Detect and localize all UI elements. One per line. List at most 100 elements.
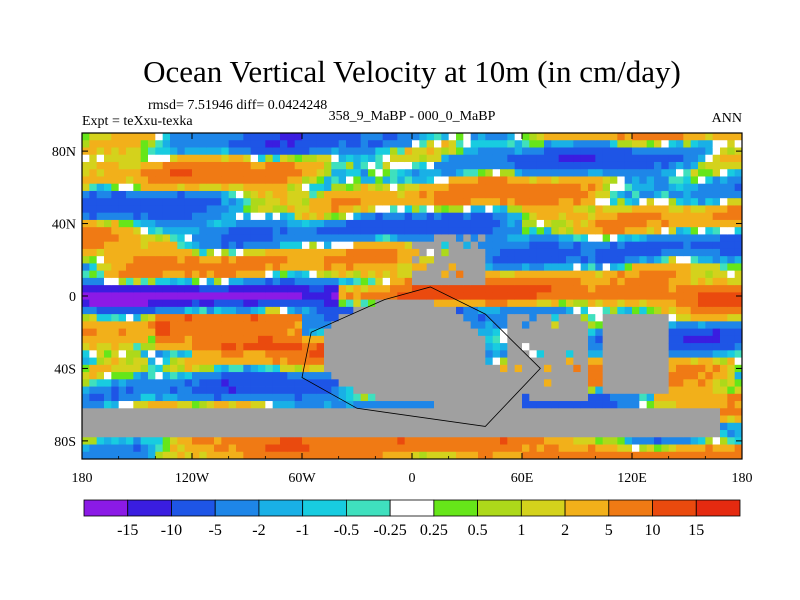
map-cell (221, 270, 230, 279)
map-cell (507, 285, 516, 293)
map-cell (265, 285, 274, 293)
map-cell (580, 176, 589, 185)
map-cell (529, 133, 538, 141)
map-cell (316, 219, 325, 228)
map-cell (133, 285, 142, 293)
map-cell (390, 314, 398, 322)
map-cell (566, 364, 574, 373)
map-cell (492, 234, 501, 243)
map-cell (294, 219, 303, 228)
map-cell (375, 306, 384, 315)
map-cell (280, 248, 288, 257)
map-cell (118, 364, 127, 373)
map-cell (434, 277, 442, 286)
map-cell (639, 299, 648, 308)
map-cell (397, 176, 406, 185)
map-cell (338, 198, 347, 206)
map-cell (184, 212, 193, 221)
map-cell (360, 386, 369, 395)
map-cell (214, 372, 222, 380)
map-cell (404, 198, 413, 206)
map-cell (89, 444, 98, 453)
map-cell (456, 140, 464, 148)
map-cell (456, 299, 464, 308)
map-cell (397, 154, 406, 163)
map-cell (133, 415, 142, 424)
map-cell (683, 183, 692, 192)
map-cell (397, 335, 406, 344)
map-cell (140, 212, 149, 221)
map-cell (243, 321, 252, 329)
map-cell (126, 190, 134, 199)
map-cell (617, 408, 626, 416)
map-cell (426, 176, 435, 185)
map-cell (170, 451, 178, 459)
y-tick-label: 40N (52, 218, 76, 233)
map-cell (177, 379, 186, 387)
map-cell (551, 154, 560, 163)
map-cell (441, 154, 450, 163)
map-cell (243, 393, 252, 402)
map-cell (221, 328, 230, 337)
map-cell (448, 422, 457, 431)
map-cell (133, 314, 142, 322)
map-cell (646, 285, 655, 293)
map-cell (448, 314, 457, 322)
map-cell (551, 133, 560, 141)
map-cell (485, 161, 494, 170)
map-cell (133, 401, 142, 409)
map-cell (375, 256, 384, 264)
map-cell (668, 263, 677, 272)
map-cell (221, 393, 230, 402)
map-cell (434, 256, 442, 264)
map-cell (390, 133, 398, 141)
map-cell (632, 408, 640, 416)
map-cell (470, 248, 479, 257)
map-cell (82, 248, 90, 257)
map-cell (338, 133, 347, 141)
map-cell (250, 430, 259, 438)
map-cell (646, 263, 655, 272)
map-cell (368, 444, 376, 453)
map-cell (661, 335, 670, 344)
map-cell (734, 357, 742, 366)
map-cell (382, 364, 391, 373)
map-cell (522, 321, 530, 329)
map-cell (331, 285, 340, 293)
map-cell (338, 437, 347, 445)
map-cell (192, 437, 200, 445)
map-cell (140, 314, 149, 322)
map-cell (316, 372, 325, 380)
map-cell (580, 444, 589, 453)
map-cell (544, 147, 552, 156)
map-cell (96, 335, 105, 344)
map-cell (368, 350, 376, 358)
map-cell (434, 299, 442, 308)
map-cell (426, 219, 435, 228)
map-cell (199, 321, 208, 329)
map-cell (683, 147, 692, 156)
map-cell (470, 205, 479, 214)
map-cell (705, 198, 714, 206)
map-cell (690, 234, 699, 243)
map-cell (639, 430, 648, 438)
map-cell (214, 183, 222, 192)
map-cell (639, 415, 648, 424)
map-cell (434, 270, 442, 279)
map-cell (500, 234, 508, 243)
map-cell (170, 357, 178, 366)
map-cell (206, 140, 215, 148)
map-cell (419, 306, 428, 315)
map-cell (470, 285, 479, 293)
map-cell (287, 161, 296, 170)
map-cell (346, 314, 354, 322)
map-cell (712, 212, 721, 221)
map-cell (162, 422, 171, 431)
map-cell (199, 183, 208, 192)
map-cell (148, 190, 156, 199)
map-cell (199, 161, 208, 170)
map-cell (690, 335, 699, 344)
map-cell (558, 248, 567, 257)
map-cell (375, 190, 384, 199)
map-cell (522, 256, 530, 264)
